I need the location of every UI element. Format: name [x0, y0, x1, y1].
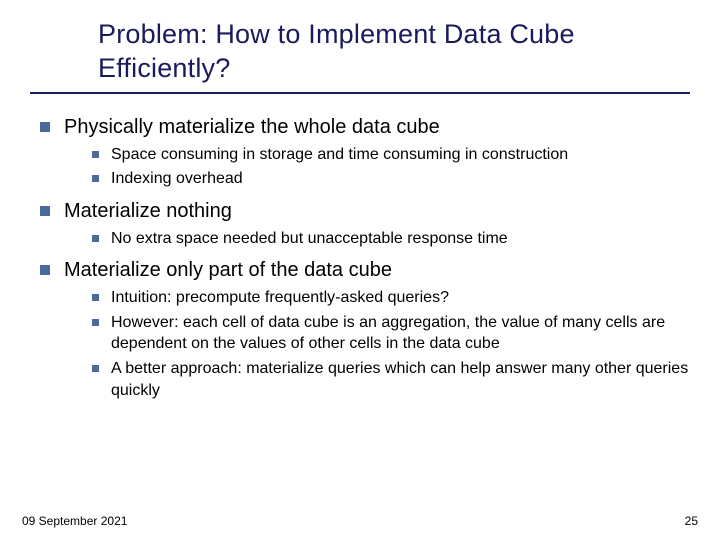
l2-text: Space consuming in storage and time cons… — [111, 144, 568, 166]
l2-item: Intuition: precompute frequently-asked q… — [92, 287, 690, 309]
slide-container: Problem: How to Implement Data Cube Effi… — [0, 0, 720, 540]
square-bullet-icon — [40, 206, 50, 216]
l1-item: Materialize only part of the data cube — [40, 257, 690, 283]
l2-text: Intuition: precompute frequently-asked q… — [111, 287, 449, 309]
l2-list: Intuition: precompute frequently-asked q… — [40, 287, 690, 401]
square-bullet-icon — [92, 294, 99, 301]
l2-text: Indexing overhead — [111, 168, 243, 190]
l2-item: Space consuming in storage and time cons… — [92, 144, 690, 166]
l2-text: No extra space needed but unacceptable r… — [111, 228, 508, 250]
square-bullet-icon — [92, 319, 99, 326]
slide-title: Problem: How to Implement Data Cube Effi… — [30, 18, 690, 86]
l2-item: A better approach: materialize queries w… — [92, 358, 690, 401]
l2-list: No extra space needed but unacceptable r… — [40, 228, 690, 250]
l1-text: Materialize nothing — [64, 198, 232, 224]
footer-date: 09 September 2021 — [22, 514, 127, 528]
l2-text: However: each cell of data cube is an ag… — [111, 312, 690, 355]
square-bullet-icon — [40, 122, 50, 132]
l2-item: However: each cell of data cube is an ag… — [92, 312, 690, 355]
l1-text: Physically materialize the whole data cu… — [64, 114, 440, 140]
l1-item: Physically materialize the whole data cu… — [40, 114, 690, 140]
slide-footer: 09 September 2021 25 — [22, 514, 698, 528]
square-bullet-icon — [92, 365, 99, 372]
l2-item: No extra space needed but unacceptable r… — [92, 228, 690, 250]
square-bullet-icon — [92, 235, 99, 242]
square-bullet-icon — [40, 265, 50, 275]
slide-content: Physically materialize the whole data cu… — [30, 114, 690, 402]
square-bullet-icon — [92, 151, 99, 158]
l1-item: Materialize nothing — [40, 198, 690, 224]
l2-text: A better approach: materialize queries w… — [111, 358, 690, 401]
l1-text: Materialize only part of the data cube — [64, 257, 392, 283]
square-bullet-icon — [92, 175, 99, 182]
l2-list: Space consuming in storage and time cons… — [40, 144, 690, 190]
l2-item: Indexing overhead — [92, 168, 690, 190]
footer-page-number: 25 — [685, 514, 698, 528]
title-underline — [30, 92, 690, 94]
